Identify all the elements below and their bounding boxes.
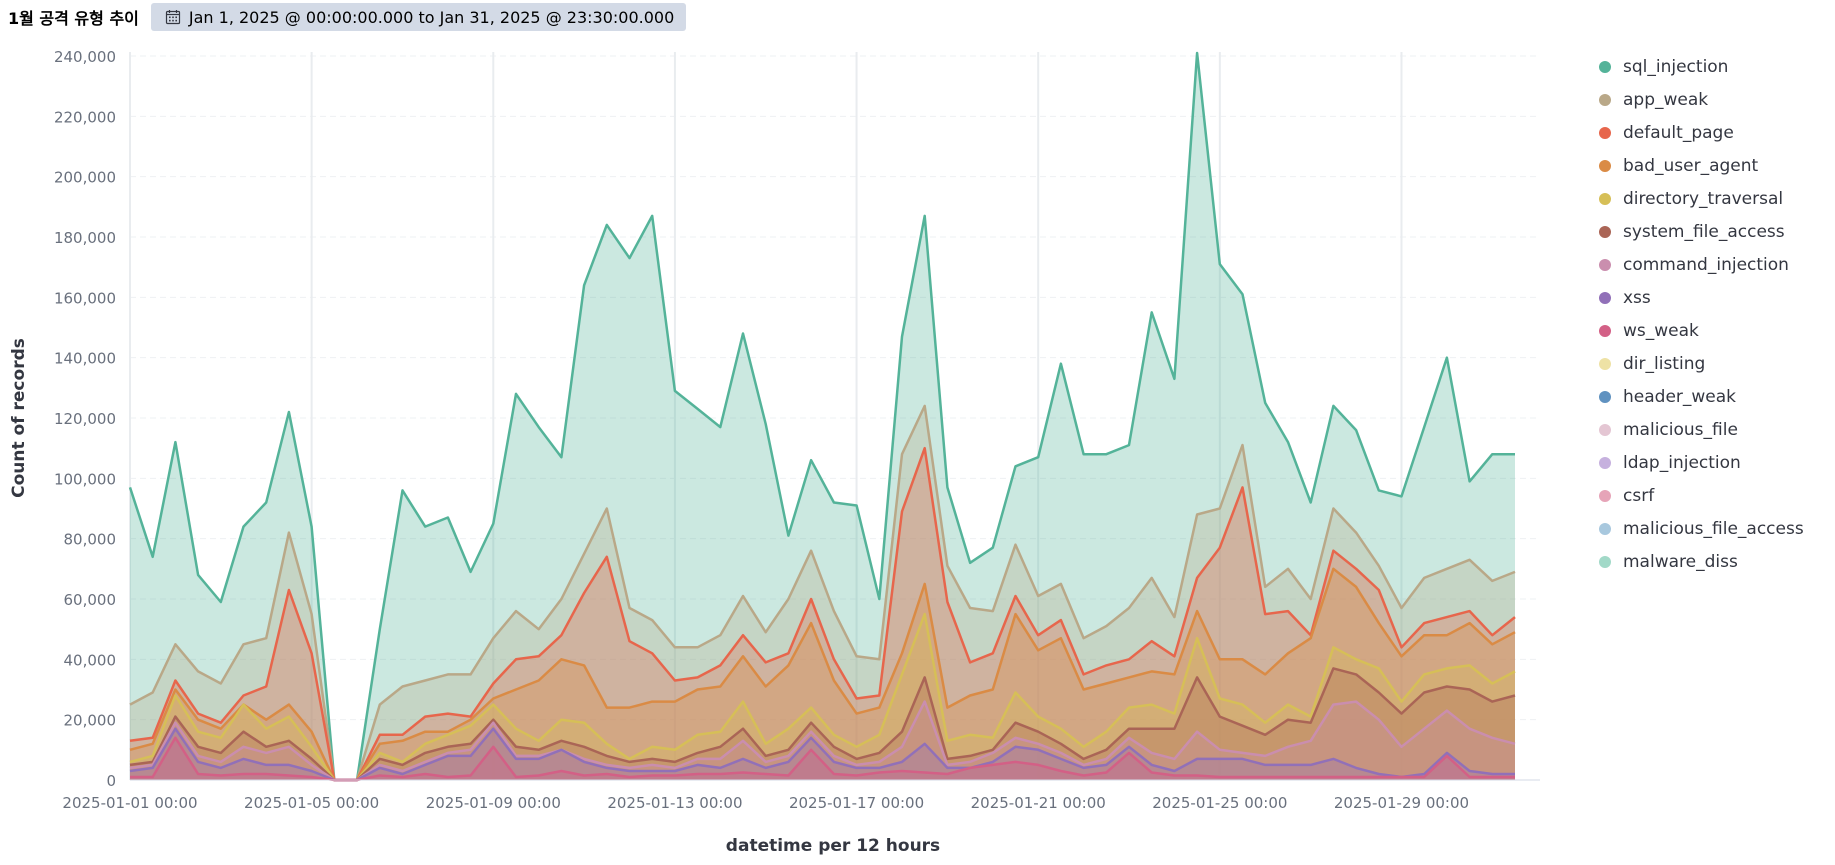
y-axis-title: Count of records xyxy=(9,338,29,498)
legend-label: csrf xyxy=(1623,485,1655,506)
panel-title: 1월 공격 유형 추이 xyxy=(8,9,139,28)
time-range-text: Jan 1, 2025 @ 00:00:00.000 to Jan 31, 20… xyxy=(188,7,675,27)
legend-label: dir_listing xyxy=(1623,353,1706,374)
legend-item-ldap_injection[interactable]: ldap_injection xyxy=(1599,446,1804,479)
legend-item-dir_listing[interactable]: dir_listing xyxy=(1599,347,1804,380)
series-area-sql_injection xyxy=(130,53,1515,780)
legend-item-app_weak[interactable]: app_weak xyxy=(1599,83,1804,116)
legend-label: ldap_injection xyxy=(1623,452,1741,473)
y-tick-label: 200,000 xyxy=(54,169,116,187)
series-area-command_injection xyxy=(130,701,1515,780)
time-range-badge[interactable]: Jan 1, 2025 @ 00:00:00.000 to Jan 31, 20… xyxy=(150,3,687,31)
legend-color-dot xyxy=(1599,291,1611,304)
legend-color-dot xyxy=(1599,159,1611,172)
y-tick-label: 20,000 xyxy=(64,712,117,730)
legend-item-malware_diss[interactable]: malware_diss xyxy=(1599,545,1804,578)
legend-color-dot xyxy=(1599,456,1611,469)
legend-color-dot xyxy=(1599,357,1611,370)
legend-item-sql_injection[interactable]: sql_injection xyxy=(1599,50,1804,83)
legend-label: command_injection xyxy=(1623,254,1789,275)
series-line-sql_injection[interactable] xyxy=(128,51,1515,782)
y-tick-label: 100,000 xyxy=(54,470,116,488)
y-tick-label: 0 xyxy=(106,772,116,790)
calendar-icon xyxy=(165,10,180,25)
y-tick-label: 120,000 xyxy=(54,410,116,428)
legend-color-dot xyxy=(1599,522,1611,535)
x-tick-label: 2025-01-13 00:00 xyxy=(607,794,742,812)
legend-color-dot xyxy=(1599,258,1611,271)
legend-label: ws_weak xyxy=(1623,320,1699,341)
y-tick-label: 180,000 xyxy=(54,229,116,247)
legend-label: app_weak xyxy=(1623,89,1709,110)
legend-label: default_page xyxy=(1623,122,1734,143)
panel-header: 1월 공격 유형 추이 Jan 1, 2025 @ 00:00:00.000 t… xyxy=(0,0,687,34)
x-tick-label: 2025-01-21 00:00 xyxy=(971,794,1106,812)
legend-color-dot xyxy=(1599,225,1611,238)
x-tick-label: 2025-01-25 00:00 xyxy=(1152,794,1287,812)
legend-item-directory_traversal[interactable]: directory_traversal xyxy=(1599,182,1804,215)
series-line-ws_weak[interactable] xyxy=(130,736,1515,782)
legend-label: sql_injection xyxy=(1623,56,1729,77)
x-tick-label: 2025-01-09 00:00 xyxy=(426,794,561,812)
series-area-app_weak xyxy=(130,405,1515,780)
legend-item-xss[interactable]: xss xyxy=(1599,281,1804,314)
legend-item-header_weak[interactable]: header_weak xyxy=(1599,380,1804,413)
legend-color-dot xyxy=(1599,126,1611,139)
chart-legend: sql_injection app_weak default_page bad_use… xyxy=(1599,50,1804,578)
legend-item-default_page[interactable]: default_page xyxy=(1599,116,1804,149)
legend-label: bad_user_agent xyxy=(1623,155,1759,176)
legend-label: malicious_file_access xyxy=(1623,518,1804,539)
legend-label: malware_diss xyxy=(1623,551,1738,572)
legend-label: directory_traversal xyxy=(1623,188,1784,209)
x-tick-label: 2025-01-05 00:00 xyxy=(244,794,379,812)
y-tick-label: 240,000 xyxy=(54,48,116,66)
x-tick-label: 2025-01-29 00:00 xyxy=(1334,794,1469,812)
series-line-app_weak[interactable] xyxy=(129,404,1516,782)
y-tick-label: 140,000 xyxy=(54,350,116,368)
series-area-system_file_access xyxy=(130,668,1515,780)
stacked-area-chart: 0 20,000 40,000 60,000 80,000 100,000 120,000 1… xyxy=(9,48,1540,856)
legend-color-dot xyxy=(1599,324,1611,337)
legend-color-dot xyxy=(1599,489,1611,502)
y-tick-label: 40,000 xyxy=(64,651,117,669)
series-area-default_page xyxy=(130,448,1515,780)
legend-item-malicious_file[interactable]: malicious_file xyxy=(1599,413,1804,446)
series-area-bad_user_agent xyxy=(130,568,1515,780)
legend-item-csrf[interactable]: csrf xyxy=(1599,479,1804,512)
legend-color-dot xyxy=(1599,192,1611,205)
x-tick-label: 2025-01-17 00:00 xyxy=(789,794,924,812)
y-tick-label: 60,000 xyxy=(64,591,117,609)
legend-item-bad_user_agent[interactable]: bad_user_agent xyxy=(1599,149,1804,182)
legend-item-system_file_access[interactable]: system_file_access xyxy=(1599,215,1804,248)
legend-color-dot xyxy=(1599,93,1611,106)
y-tick-label: 160,000 xyxy=(54,289,116,307)
legend-label: xss xyxy=(1623,287,1651,308)
legend-label: header_weak xyxy=(1623,386,1737,407)
legend-label: malicious_file xyxy=(1623,419,1738,440)
y-tick-label: 80,000 xyxy=(64,531,117,549)
legend-item-command_injection[interactable]: command_injection xyxy=(1599,248,1804,281)
legend-color-dot xyxy=(1599,390,1611,403)
y-tick-label: 220,000 xyxy=(54,108,116,126)
x-tick-label: 2025-01-01 00:00 xyxy=(62,794,197,812)
x-axis-title: datetime per 12 hours xyxy=(726,836,940,856)
legend-label: system_file_access xyxy=(1623,221,1785,242)
legend-color-dot xyxy=(1599,423,1611,436)
legend-color-dot xyxy=(1599,555,1611,568)
legend-item-malicious_file_access[interactable]: malicious_file_access xyxy=(1599,512,1804,545)
legend-color-dot xyxy=(1599,60,1611,73)
legend-item-ws_weak[interactable]: ws_weak xyxy=(1599,314,1804,347)
